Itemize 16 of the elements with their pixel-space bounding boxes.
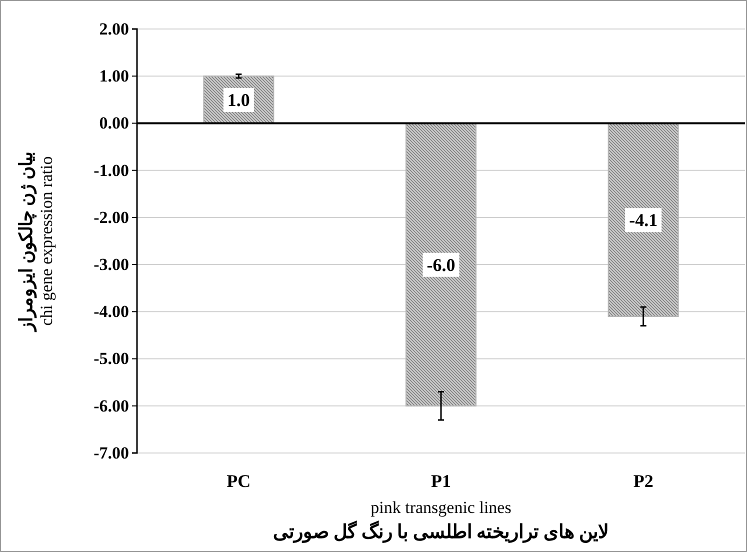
y-tick-label: 2.00: [99, 19, 129, 38]
y-tick-label: -4.00: [94, 302, 129, 322]
y-tick-label: -5.00: [94, 349, 129, 368]
y-tick-label: -6.00: [94, 396, 129, 416]
y-tick-label: -2.00: [94, 208, 129, 227]
data-label: -4.1: [629, 210, 658, 230]
y-tick-label: 1.00: [99, 66, 129, 86]
x-tick-label: P1: [431, 471, 451, 491]
y-tick-label: 0.00: [99, 114, 129, 133]
x-tick-label: P2: [633, 471, 654, 491]
y-tick-label: -7.00: [94, 443, 129, 462]
y-tick-label: -1.00: [94, 160, 129, 180]
data-label: 1.0: [227, 90, 250, 110]
data-label: -6.0: [426, 254, 456, 275]
x-tick-label: PC: [226, 471, 251, 491]
y-tick-label: -3.00: [94, 254, 129, 274]
